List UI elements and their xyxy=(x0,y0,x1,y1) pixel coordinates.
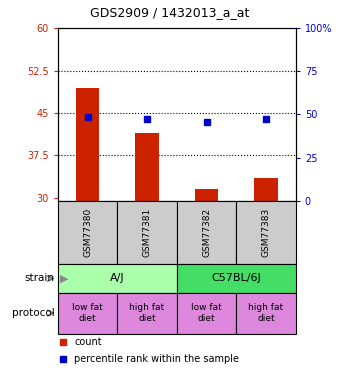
Bar xyxy=(135,133,159,201)
Bar xyxy=(117,201,177,264)
Text: high fat
diet: high fat diet xyxy=(130,303,165,323)
Text: low fat
diet: low fat diet xyxy=(72,303,103,323)
Text: ▶: ▶ xyxy=(59,273,68,284)
Text: A/J: A/J xyxy=(110,273,125,284)
Text: count: count xyxy=(74,337,102,347)
Text: GSM77382: GSM77382 xyxy=(202,208,211,257)
Text: low fat
diet: low fat diet xyxy=(191,303,222,323)
Text: C57BL/6J: C57BL/6J xyxy=(211,273,261,284)
Bar xyxy=(58,201,117,264)
Text: percentile rank within the sample: percentile rank within the sample xyxy=(74,354,239,364)
Bar xyxy=(177,264,296,292)
Bar xyxy=(58,264,177,292)
Text: strain: strain xyxy=(24,273,54,284)
Bar xyxy=(195,189,219,201)
Bar xyxy=(236,292,296,334)
Bar xyxy=(177,292,236,334)
Text: protocol: protocol xyxy=(12,308,54,318)
Bar xyxy=(117,292,177,334)
Text: high fat
diet: high fat diet xyxy=(249,303,284,323)
Bar xyxy=(75,87,99,201)
Text: GSM77380: GSM77380 xyxy=(83,208,92,257)
Bar xyxy=(58,292,117,334)
Text: GDS2909 / 1432013_a_at: GDS2909 / 1432013_a_at xyxy=(90,6,250,19)
Bar xyxy=(236,201,296,264)
Bar xyxy=(254,178,278,201)
Text: GSM77383: GSM77383 xyxy=(261,208,271,257)
Text: GSM77381: GSM77381 xyxy=(142,208,152,257)
Bar xyxy=(177,201,236,264)
